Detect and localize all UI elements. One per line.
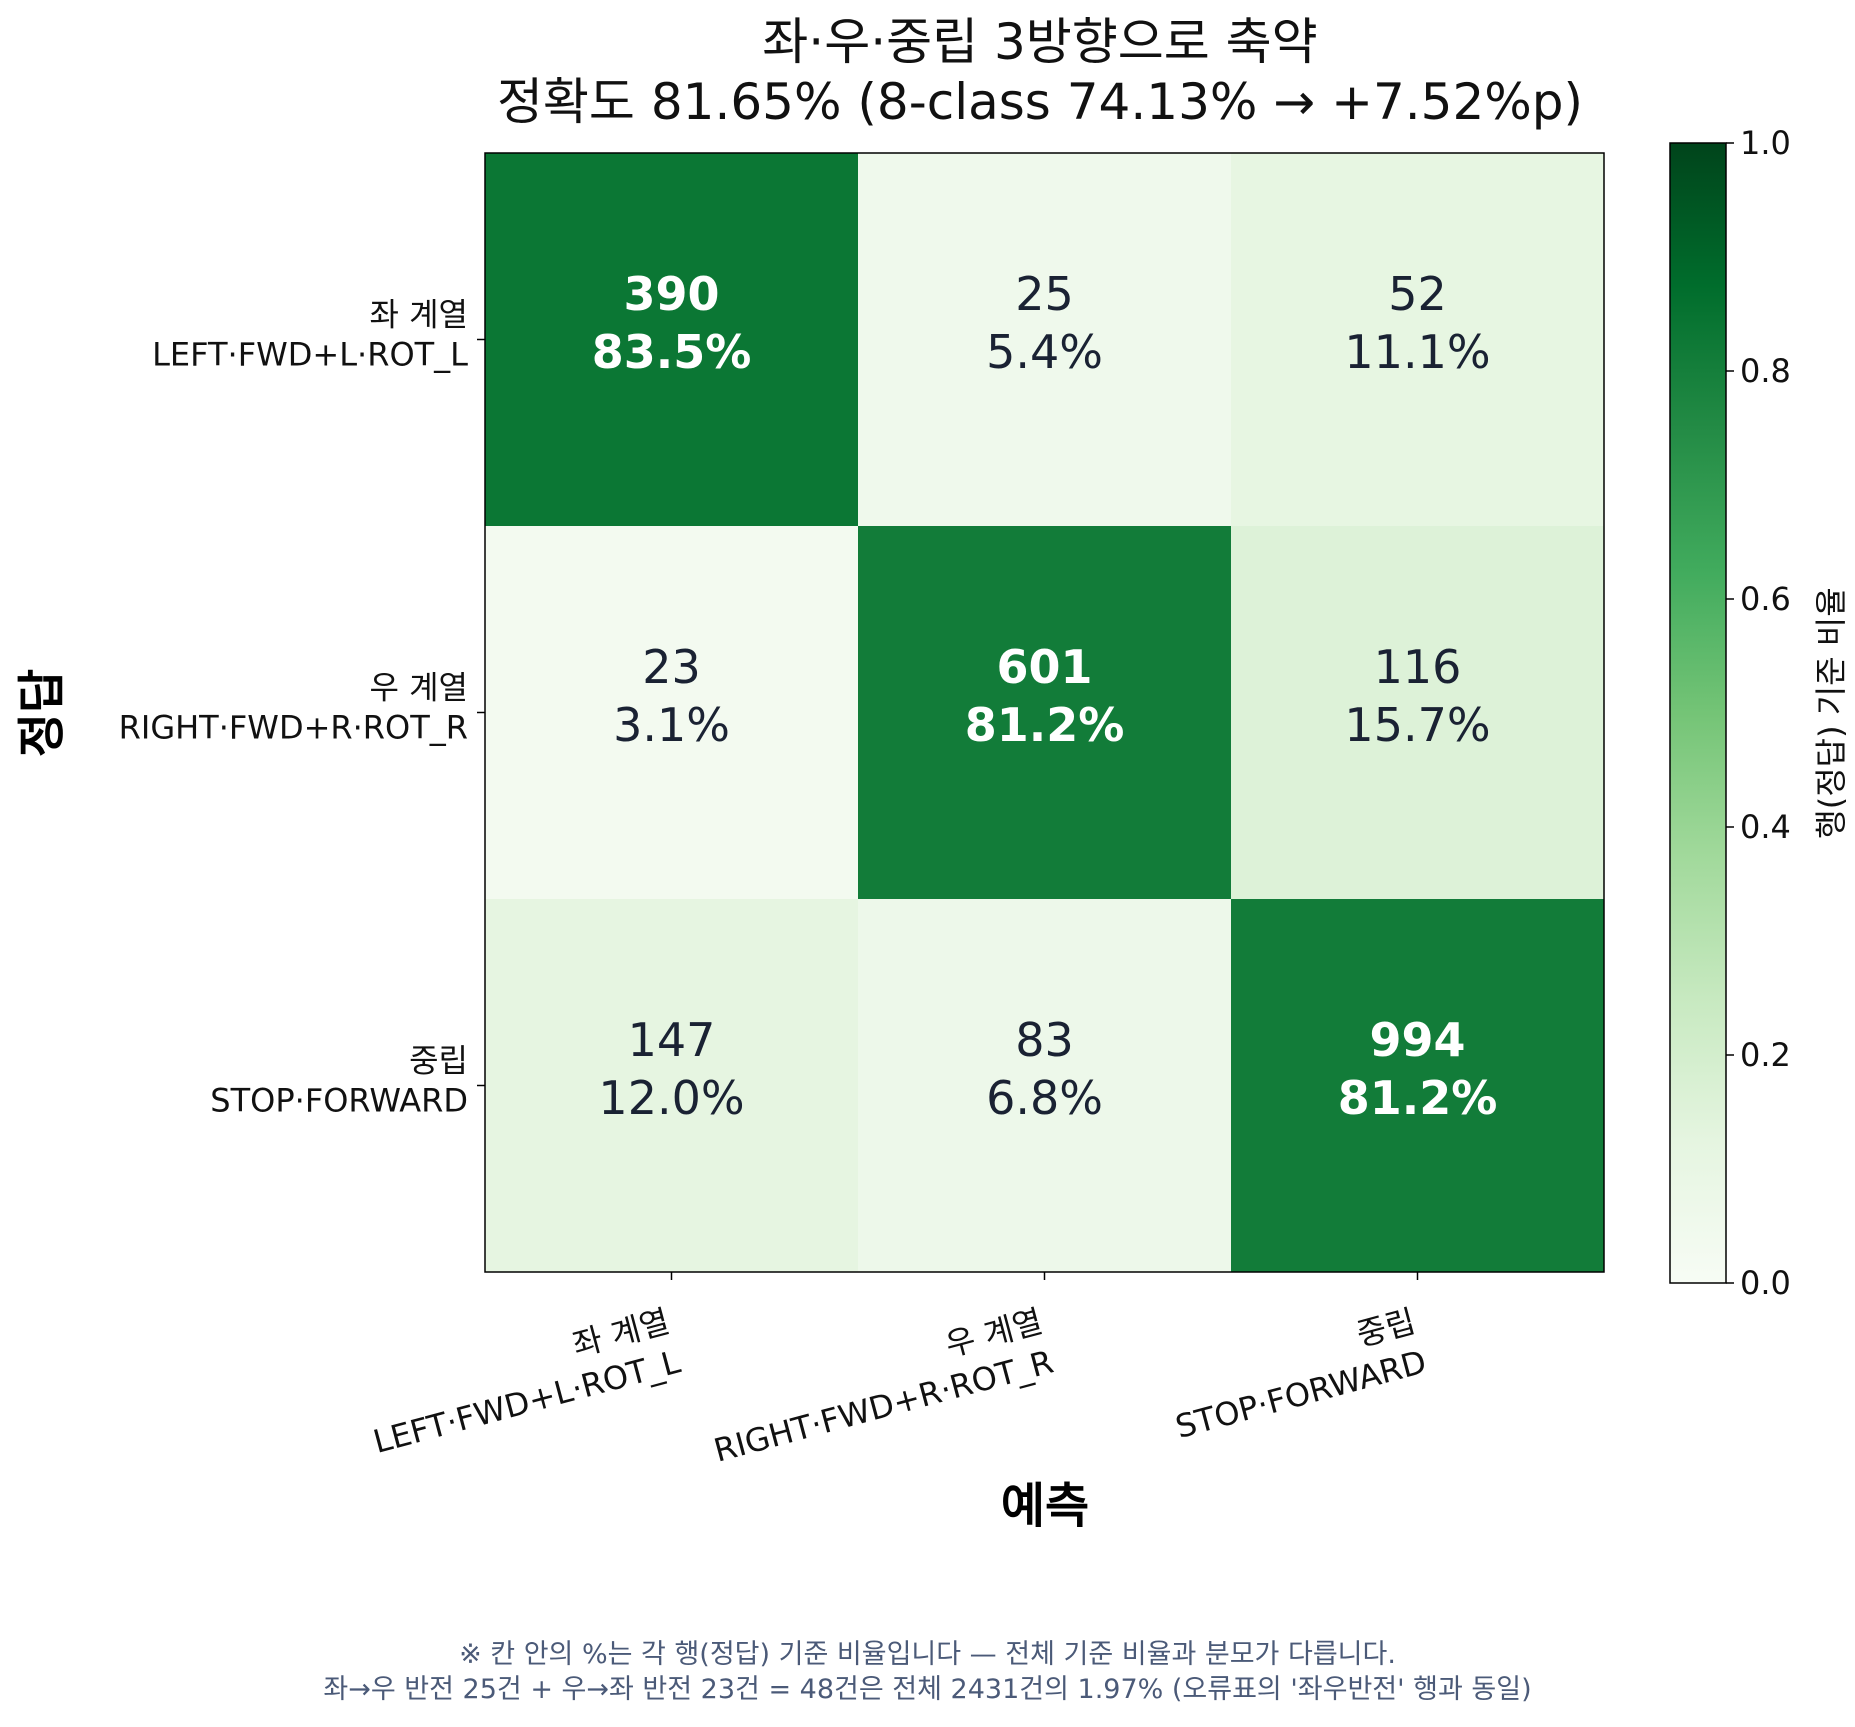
x-tick-label: 우 계열RIGHT·FWD+R·ROT_R bbox=[699, 1302, 1057, 1470]
heatmap-cell-2-0 bbox=[485, 899, 858, 1272]
colorbar-tick-label: 0.0 bbox=[1740, 1264, 1791, 1302]
cell-count-label: 116 bbox=[1374, 640, 1462, 694]
cell-count-label: 25 bbox=[1015, 267, 1074, 321]
heatmap-cell-1-0 bbox=[485, 526, 858, 899]
cell-percent-label: 12.0% bbox=[598, 1071, 744, 1125]
heatmap-cell-1-1 bbox=[858, 526, 1231, 899]
cell-percent-label: 6.8% bbox=[986, 1071, 1103, 1125]
heatmap-cell-0-1 bbox=[858, 153, 1231, 526]
cell-count-label: 83 bbox=[1015, 1013, 1074, 1067]
cell-percent-label: 15.7% bbox=[1344, 698, 1490, 752]
cell-count-label: 994 bbox=[1369, 1013, 1465, 1067]
y-tick-label: STOP·FORWARD bbox=[210, 1082, 468, 1120]
colorbar-tick-label: 1.0 bbox=[1740, 124, 1791, 162]
cell-percent-label: 3.1% bbox=[613, 698, 730, 752]
y-tick-label: RIGHT·FWD+R·ROT_R bbox=[119, 709, 468, 747]
colorbar-tick-label: 0.4 bbox=[1740, 808, 1791, 846]
cell-percent-label: 83.5% bbox=[592, 325, 752, 379]
cell-count-label: 601 bbox=[996, 640, 1092, 694]
cell-percent-label: 81.2% bbox=[1338, 1071, 1498, 1125]
heatmap-cell-2-2 bbox=[1231, 899, 1604, 1272]
footnote-line-1: ※ 칸 안의 %는 각 행(정답) 기준 비율입니다 — 전체 기준 비율과 분… bbox=[459, 1639, 1396, 1670]
colorbar-label: 행(정답) 기준 비율 bbox=[1812, 587, 1850, 838]
x-axis-label: 예측 bbox=[1001, 1478, 1089, 1534]
y-axis-label: 정답 bbox=[14, 669, 70, 757]
cell-count-label: 147 bbox=[628, 1013, 716, 1067]
cell-count-label: 390 bbox=[623, 267, 719, 321]
colorbar-tick-label: 0.2 bbox=[1740, 1036, 1791, 1074]
x-tick-label: 좌 계열LEFT·FWD+L·ROT_L bbox=[358, 1302, 684, 1461]
colorbar-tick-label: 0.8 bbox=[1740, 352, 1791, 390]
colorbar bbox=[1669, 142, 1727, 1284]
footnote-line-2: 좌→우 반전 25건 + 우→좌 반전 23건 = 48건은 전체 2431건의… bbox=[323, 1674, 1532, 1705]
y-tick-label: 우 계열 bbox=[370, 669, 469, 707]
chart-subtitle: 정확도 81.65% (8-class 74.13% → +7.52%p) bbox=[496, 73, 1584, 131]
heatmap-cell-0-2 bbox=[1231, 153, 1604, 526]
cell-percent-label: 11.1% bbox=[1344, 325, 1490, 379]
cell-percent-label: 5.4% bbox=[986, 325, 1103, 379]
colorbar-tick-label: 0.6 bbox=[1740, 580, 1791, 618]
cell-count-label: 23 bbox=[642, 640, 701, 694]
heatmap-cell-1-2 bbox=[1231, 526, 1604, 899]
heatmap-cell-0-0 bbox=[485, 153, 858, 526]
y-tick-label: 좌 계열 bbox=[370, 296, 469, 334]
y-tick-label: LEFT·FWD+L·ROT_L bbox=[152, 336, 468, 374]
y-tick-label: 중립 bbox=[409, 1042, 468, 1080]
x-tick-label: 중립STOP·FORWARD bbox=[1161, 1302, 1431, 1446]
chart-title: 좌·우·중립 3방향으로 축약 bbox=[762, 13, 1318, 71]
cell-percent-label: 81.2% bbox=[965, 698, 1125, 752]
heatmap-cell-2-1 bbox=[858, 899, 1231, 1272]
cell-count-label: 52 bbox=[1388, 267, 1447, 321]
